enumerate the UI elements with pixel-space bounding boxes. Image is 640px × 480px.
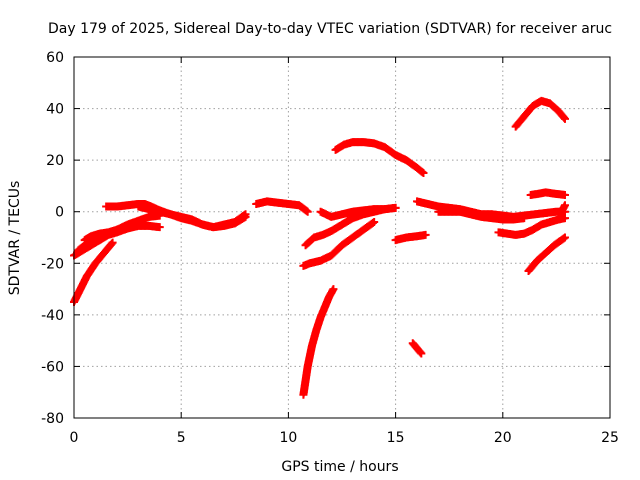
chart-title: Day 179 of 2025, Sidereal Day-to-day VTE… (48, 21, 612, 37)
data-series (434, 207, 529, 224)
data-point (329, 285, 338, 294)
data-series (494, 214, 569, 239)
x-tick-label: 10 (279, 430, 297, 446)
data-series (134, 202, 250, 232)
x-tick-label: 15 (387, 430, 405, 446)
data-point (419, 169, 428, 178)
data-point (560, 201, 569, 210)
data-series (511, 96, 569, 131)
data-series (70, 238, 117, 306)
y-tick-label: 60 (46, 50, 64, 66)
data-point (560, 233, 569, 242)
data-point (241, 212, 250, 221)
x-tick-label: 20 (494, 430, 512, 446)
data-point (391, 203, 400, 212)
data-series (391, 230, 430, 245)
data-point (560, 114, 569, 123)
y-tick-label: -60 (41, 359, 64, 375)
data-point (560, 214, 569, 223)
y-tick-label: -20 (41, 256, 64, 272)
y-tick-label: -80 (41, 411, 64, 427)
x-tick-label: 0 (70, 430, 79, 446)
data-series (526, 188, 569, 199)
data-series (331, 138, 428, 178)
data-point (108, 238, 117, 247)
data-point (520, 214, 529, 223)
data-series (80, 225, 121, 245)
x-tick-label: 5 (177, 430, 186, 446)
data-point (303, 207, 312, 216)
y-tick-label: 40 (46, 102, 64, 118)
x-axis-label: GPS time / hours (281, 459, 398, 475)
data-point (417, 349, 426, 358)
data-point (155, 223, 164, 232)
plot-frame (73, 56, 611, 419)
data-points (70, 96, 569, 399)
data-series (299, 218, 379, 270)
x-tick-label: 25 (601, 430, 619, 446)
data-series (524, 233, 569, 276)
data-series (316, 203, 400, 221)
data-series (554, 201, 569, 219)
data-point (112, 225, 121, 234)
y-axis-label: SDTVAR / TECUs (7, 181, 23, 296)
y-tick-label: -40 (41, 308, 64, 324)
data-point (421, 230, 430, 239)
data-point (560, 190, 569, 199)
data-point (370, 218, 379, 227)
data-series (408, 339, 426, 358)
y-tick-label: 20 (46, 153, 64, 169)
y-tick-label: 0 (55, 205, 64, 221)
data-series (252, 197, 312, 216)
data-series (299, 285, 338, 399)
